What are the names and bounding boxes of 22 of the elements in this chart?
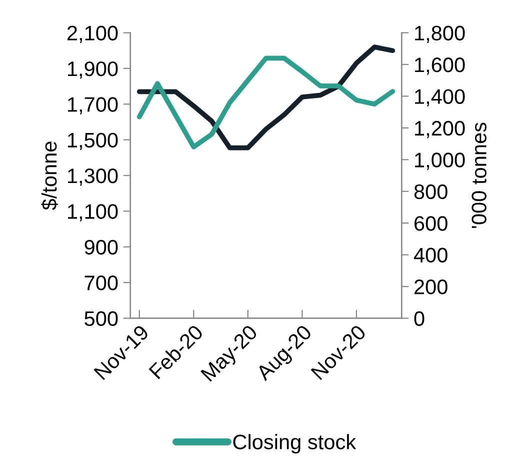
y2-tick-label: 1,200	[415, 120, 465, 138]
y2-tick-label: 1,600	[415, 57, 465, 75]
y-tick-label: 1,300	[68, 168, 118, 186]
y2-tick-label: 1,800	[415, 26, 465, 43]
y2-tick-label: 800	[414, 184, 448, 200]
y2-tick-label: 400	[414, 248, 448, 263]
y-tick-label: 700	[84, 276, 118, 290]
legend-label: Closing stock	[233, 434, 356, 454]
y2-tick-label: 0	[414, 311, 424, 326]
y2-tick-label: 1,000	[415, 152, 465, 170]
y-tick-label: 1,900	[68, 61, 118, 79]
y-tick-label: 1,700	[68, 97, 118, 114]
y-axis-title: $/tonne	[41, 142, 58, 210]
y2-tick-label: 1,400	[415, 89, 465, 106]
y-tick-label: 900	[84, 240, 118, 255]
y2-tick-label: 200	[414, 280, 448, 294]
y-tick-label: 1,500	[68, 132, 118, 150]
y-tick-label: 500	[84, 311, 118, 326]
y2-tick-label: 600	[414, 216, 448, 231]
y-tick-label: 2,100	[67, 26, 118, 43]
y2-axis-title: '000 tonnes	[472, 122, 486, 228]
y-tick-label: 1,100	[68, 204, 118, 222]
